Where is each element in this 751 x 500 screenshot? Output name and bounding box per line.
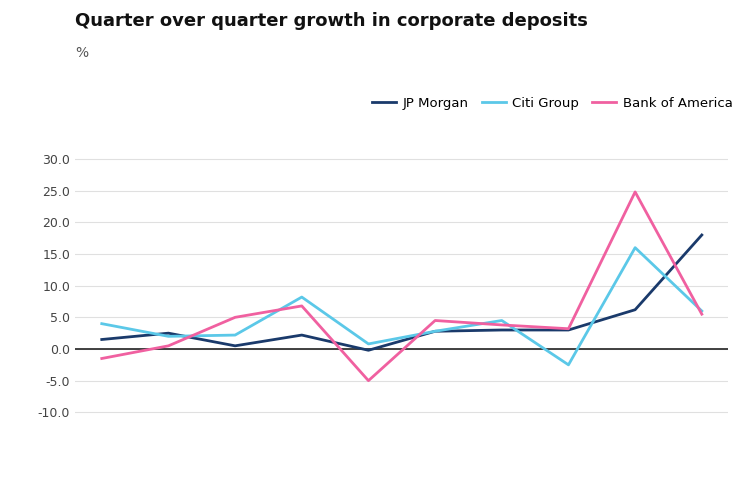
Citi Group: [98, 320, 107, 326]
Bank of America: [364, 378, 373, 384]
JP Morgan: [297, 332, 306, 338]
JP Morgan: [98, 336, 107, 342]
JP Morgan: [697, 232, 706, 238]
Bank of America: [697, 311, 706, 317]
Bank of America: [164, 343, 173, 349]
JP Morgan: [164, 330, 173, 336]
JP Morgan: [364, 348, 373, 354]
Citi Group: [297, 294, 306, 300]
Bank of America: [297, 303, 306, 309]
Line: JP Morgan: JP Morgan: [102, 235, 701, 350]
JP Morgan: [564, 327, 573, 333]
Bank of America: [231, 314, 240, 320]
JP Morgan: [631, 306, 640, 312]
Line: Bank of America: Bank of America: [102, 192, 701, 380]
Bank of America: [497, 322, 506, 328]
Citi Group: [164, 334, 173, 340]
JP Morgan: [430, 328, 439, 334]
Legend: JP Morgan, Citi Group, Bank of America: JP Morgan, Citi Group, Bank of America: [367, 92, 737, 115]
Bank of America: [631, 189, 640, 195]
Text: Quarter over quarter growth in corporate deposits: Quarter over quarter growth in corporate…: [75, 12, 588, 30]
Citi Group: [497, 318, 506, 324]
Bank of America: [98, 356, 107, 362]
Citi Group: [631, 244, 640, 250]
Citi Group: [564, 362, 573, 368]
Line: Citi Group: Citi Group: [102, 248, 701, 365]
Citi Group: [430, 328, 439, 334]
Citi Group: [364, 341, 373, 347]
Citi Group: [697, 308, 706, 314]
JP Morgan: [497, 327, 506, 333]
Bank of America: [564, 326, 573, 332]
Text: %: %: [75, 46, 88, 60]
Bank of America: [430, 318, 439, 324]
Citi Group: [231, 332, 240, 338]
JP Morgan: [231, 343, 240, 349]
